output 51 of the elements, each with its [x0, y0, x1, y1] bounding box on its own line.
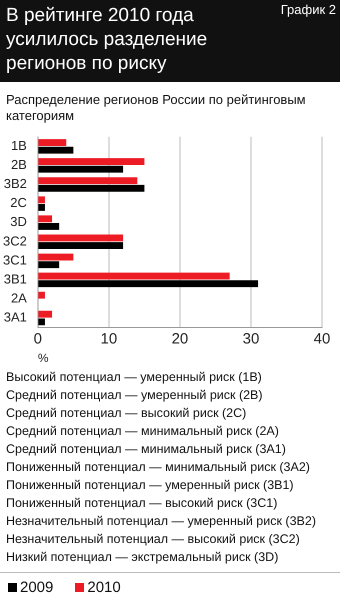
text: Незначительный потенциал — высокий риск (3С2): [6, 531, 301, 548]
chart-title: В рейтинге 2010 года усилилось разделение регионов по риску: [6, 4, 208, 76]
x-axis-title: %: [38, 351, 49, 366]
bar: [38, 223, 60, 230]
x-tick-label: 10: [100, 330, 118, 348]
y-tick-label: 3В1: [4, 271, 27, 286]
y-tick-label: 3В2: [4, 176, 27, 192]
bar: [38, 215, 52, 222]
bar: [38, 272, 230, 280]
bar: [38, 242, 124, 249]
text: Высокий потенциал — умеренный риск (1В): [6, 369, 263, 386]
text: Пониженный потенциал — высокий риск (3С1): [6, 495, 278, 512]
bar: [38, 261, 60, 268]
bar: [38, 146, 74, 154]
text: Средний потенциал — высокий риск (2С): [6, 405, 248, 422]
x-tick-label: 20: [172, 330, 188, 348]
legend-label: 2010: [87, 579, 121, 596]
text: Незначительный потенциал — умеренный риск (3В2): [6, 513, 317, 530]
legend-label: 2009: [20, 579, 54, 596]
text: Средний потенциал — минимальный риск (2А): [6, 423, 280, 440]
bar: [38, 254, 74, 260]
x-tick-label: 30: [242, 330, 260, 348]
y-tick-label: 3D: [10, 214, 27, 230]
bar: [38, 177, 138, 184]
y-tick-label: 3С2: [2, 233, 27, 248]
x-tick-label: 40: [314, 330, 330, 348]
bar: [38, 310, 52, 318]
text: Низкий потенциал — экстремальный риск (3D): [6, 549, 280, 566]
y-tick-label: 2С: [10, 195, 27, 210]
bar: [38, 280, 258, 288]
bar: [38, 292, 45, 299]
y-tick-label: 1В: [10, 138, 27, 153]
bar: [38, 318, 45, 326]
bar: [38, 204, 45, 211]
text: Средний потенциал — умеренный риск (2В): [6, 387, 264, 404]
y-tick-label: 3С1: [2, 252, 27, 268]
bar: [38, 166, 124, 173]
y-tick-label: 3А1: [4, 310, 27, 325]
text: Пониженный потенциал — умеренный риск (3В1): [6, 477, 295, 494]
bar: [38, 158, 144, 166]
bar: [38, 184, 144, 192]
text: Средний потенциал — минимальный риск (3А1): [6, 441, 287, 458]
text: График 2: [280, 2, 336, 17]
text: Пониженный потенциал — минимальный риск (3А2): [6, 459, 311, 476]
bar: [38, 196, 45, 204]
chart-subtitle: Распределение регионов России по рейтинговым категориям: [5, 91, 307, 125]
bar: [38, 234, 124, 242]
y-tick-label: 2В: [10, 157, 27, 172]
y-tick-label: 2А: [10, 290, 28, 306]
x-tick-label: 0: [34, 330, 42, 348]
bar: [38, 139, 66, 146]
